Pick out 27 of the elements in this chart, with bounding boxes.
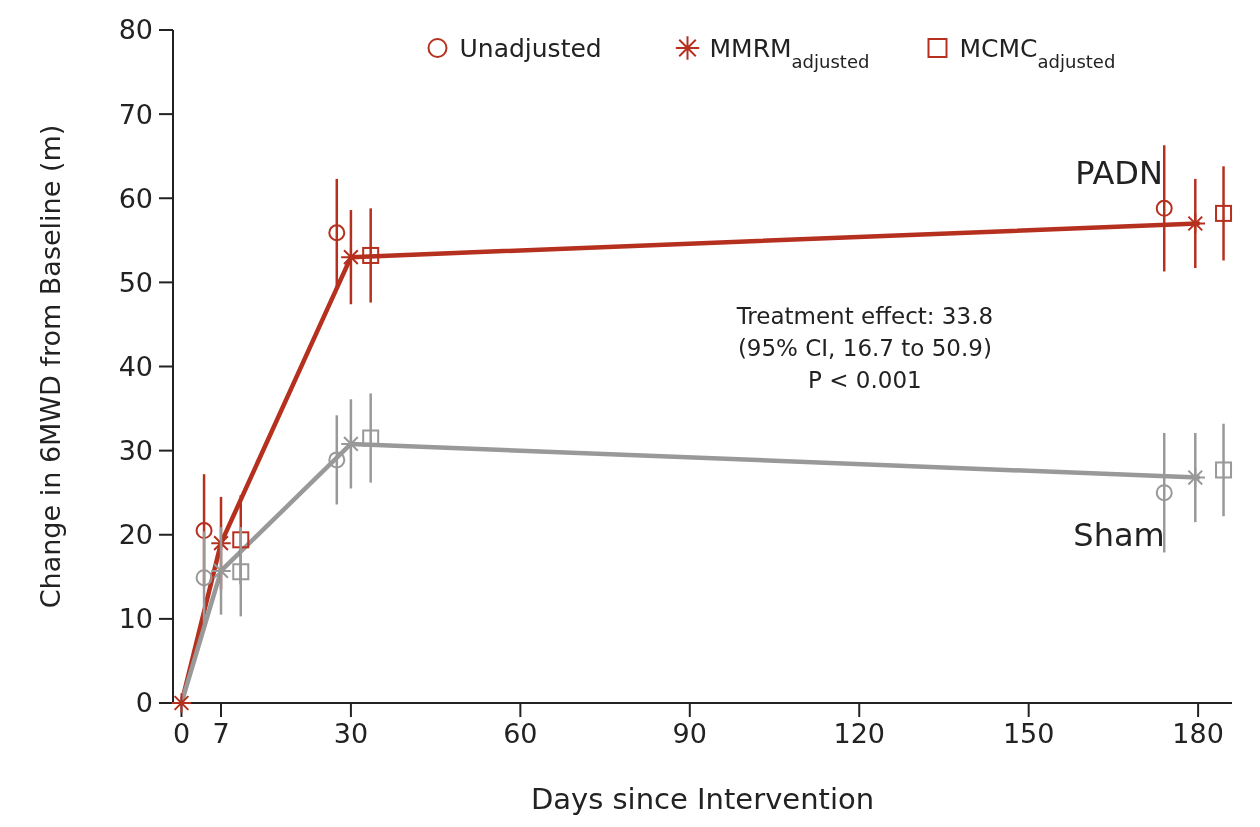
y-tick-label: 30 [118, 435, 153, 467]
x-tick-label: 180 [1172, 718, 1224, 749]
x-tick-label: 0 [172, 718, 191, 749]
annotation: P < 0.001 [808, 367, 922, 394]
x-tick-label: 7 [212, 718, 230, 749]
legend-label: MCMC$_{adjusted}$ [959, 33, 1116, 72]
annotation: Sham [1073, 515, 1165, 554]
x-tick-label: 150 [1002, 718, 1055, 749]
y-tick-label: 70 [118, 98, 153, 130]
y-tick-label: 80 [118, 14, 153, 46]
y-tick-label: 50 [118, 266, 153, 298]
x-axis-title: Days since Intervention [530, 782, 875, 816]
x-tick-label: 120 [833, 718, 886, 749]
annotation: Treatment effect: 33.8 [735, 303, 994, 330]
legend-label: MMRM$_{adjusted}$ [709, 33, 870, 72]
y-axis-title: Change in 6MWD from Baseline (m) [35, 124, 66, 609]
y-tick-label: 10 [118, 603, 153, 635]
y-tick-label: 20 [118, 519, 153, 551]
x-tick-label: 90 [672, 718, 707, 749]
y-tick-label: 60 [118, 182, 153, 214]
legend-label: Unadjusted [459, 33, 602, 63]
y-tick-label: 40 [118, 350, 153, 382]
x-tick-label: 30 [333, 718, 369, 749]
x-tick-label: 60 [503, 718, 538, 749]
annotation: (95% CI, 16.7 to 50.9) [737, 335, 992, 362]
annotation: PADN [1075, 154, 1163, 193]
y-tick-label: 0 [135, 687, 153, 719]
